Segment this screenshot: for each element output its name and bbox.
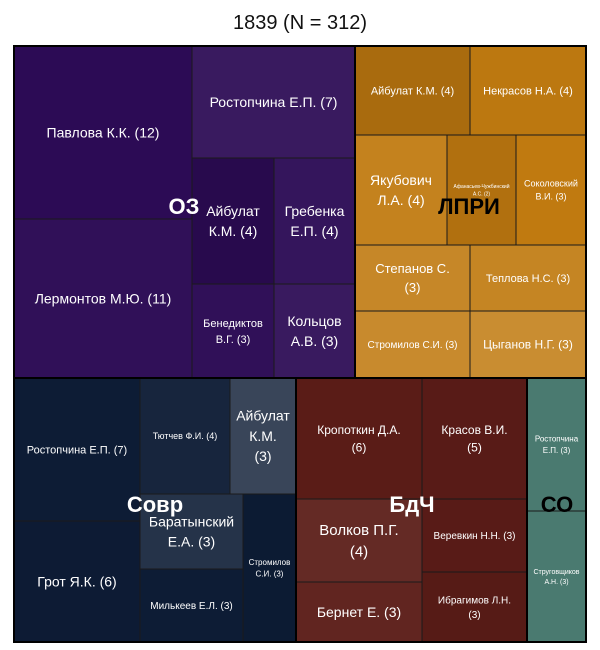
cell-label: Афанасьев-Чужбинский А.С. (2) <box>453 183 509 197</box>
treemap-cell <box>191 283 275 379</box>
cell-label: Струговщиков А.Н. (3) <box>533 569 579 586</box>
chart-title: 1839 (N = 312) <box>233 12 367 34</box>
cell-label: Бенедиктов В.Г. (3) <box>203 318 263 346</box>
cell-label: Ростопчина Е.П. (3) <box>535 435 579 456</box>
treemap-cell <box>354 45 471 136</box>
cell-label: Баратынский Е.А. (3) <box>149 513 234 549</box>
treemap-cell <box>139 568 244 643</box>
group-label: ОЗ <box>169 194 200 219</box>
cell-label: Айбулат К.М. (4) <box>371 85 454 97</box>
cell-label: Айбулат К.М. (3) <box>236 408 290 465</box>
group-label: БдЧ <box>389 492 434 517</box>
cell-label: Волков П.Г. (4) <box>319 522 398 561</box>
cell-label: Ростопчина Е.П. (7) <box>210 94 338 110</box>
treemap-cell <box>526 510 587 643</box>
treemap-cell <box>421 498 528 573</box>
treemap-cell <box>191 157 275 285</box>
treemap-cell <box>515 134 587 246</box>
treemap-cell <box>354 310 471 379</box>
treemap-cell <box>295 377 423 500</box>
cell-label: Ибрагимов Л.Н. (3) <box>438 594 511 621</box>
cell-label: Якубович Л.А. (4) <box>370 172 432 208</box>
treemap-cell <box>13 377 141 522</box>
treemap-cell <box>469 244 587 312</box>
cell-label: Соколовский В.И. (3) <box>524 179 578 202</box>
cell-label: Бернет Е. (3) <box>317 604 401 620</box>
treemap-cell <box>273 283 356 379</box>
treemap-cell <box>229 377 297 495</box>
cell-label: Кропоткин Д.А. (6) <box>317 423 400 454</box>
group-label: СО <box>541 492 573 517</box>
cell-label: Кольцов А.В. (3) <box>287 313 341 349</box>
treemap-cell <box>354 244 471 312</box>
treemap-cell <box>13 520 141 643</box>
cell-label: Грот Я.К. (6) <box>37 573 116 589</box>
cell-label: Степанов С. (3) <box>375 261 450 295</box>
cell-label: Некрасов Н.А. (4) <box>483 85 573 97</box>
cell-label: Милькеев Е.Л. (3) <box>150 601 232 612</box>
group-label: Совр <box>127 492 183 517</box>
treemap-group-border <box>526 377 587 643</box>
cell-label: Красов В.И. (5) <box>441 423 507 454</box>
treemap-cell <box>421 571 528 643</box>
cell-label: Цыганов Н.Г. (3) <box>483 338 573 352</box>
treemap-cell <box>139 493 244 570</box>
cell-label: Веревкин Н.Н. (3) <box>434 531 516 542</box>
cell-label: Теплова Н.С. (3) <box>486 273 570 285</box>
group-label: ЛПРИ <box>438 194 500 219</box>
cell-label: Стромилов С.И. (3) <box>249 558 291 579</box>
treemap-cell <box>273 157 356 285</box>
treemap-cell <box>13 218 193 379</box>
treemap-cell <box>446 134 517 246</box>
cell-label: Тютчев Ф.И. (4) <box>153 431 218 441</box>
cell-label: Лермонтов М.Ю. (11) <box>35 290 172 306</box>
treemap-cell <box>295 498 423 583</box>
treemap-cell <box>526 377 587 512</box>
cell-label: Ростопчина Е.П. (7) <box>27 444 127 456</box>
treemap-cell <box>469 310 587 379</box>
cell-label: Айбулат К.М. (4) <box>206 203 260 239</box>
treemap-cell <box>421 377 528 500</box>
treemap-cell <box>354 134 448 246</box>
cell-label: Стромилов С.И. (3) <box>368 340 458 351</box>
treemap-cell <box>242 493 297 643</box>
cell-label: Гребенка Е.П. (4) <box>285 203 345 239</box>
cell-label: Павлова К.К. (12) <box>47 124 160 140</box>
